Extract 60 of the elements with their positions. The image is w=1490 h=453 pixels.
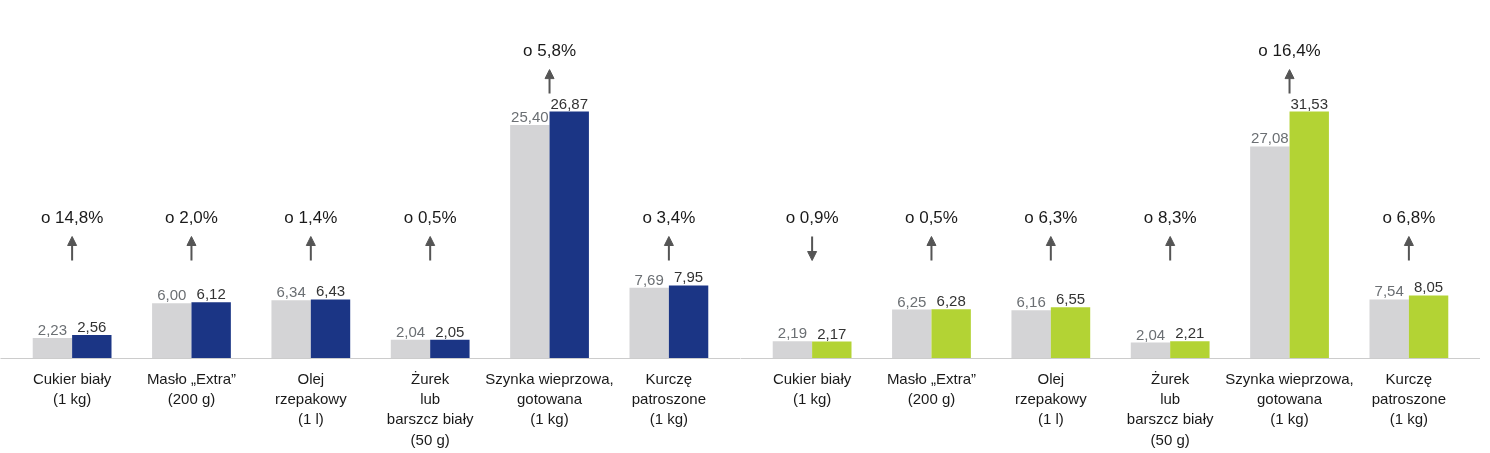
x-tick-label: Masło „Extra” (200 g) (886, 369, 977, 407)
x-tick-label: Żurek lub barszcz biały (50 g) (386, 369, 475, 448)
data-label: 7,69 (634, 270, 664, 288)
annotation: o 3,4% (642, 207, 696, 227)
x-tick-label: Szynka wieprzowa, gotowana (1 kg) (485, 369, 614, 428)
data-label: 6,34 (276, 283, 306, 301)
bar (430, 339, 470, 359)
annotation: o 0,9% (785, 207, 839, 227)
data-label: 6,12 (196, 285, 226, 303)
bar (310, 299, 351, 359)
data-label: 6,00 (157, 286, 187, 304)
bar (549, 111, 589, 359)
annotation: o 2,0% (165, 207, 218, 227)
data-label: 26,87 (550, 94, 588, 112)
data-label: 7,95 (673, 268, 704, 286)
data-label: 27,08 (1251, 129, 1289, 147)
data-label: 2,21 (1175, 324, 1205, 342)
data-label: 2,56 (77, 317, 107, 335)
data-label: 6,55 (1055, 290, 1086, 308)
text: o 16,4% (1258, 40, 1321, 60)
x-tick-label: Kurczę patroszone (1 kg) (631, 369, 706, 428)
data-label: 2,17 (817, 324, 847, 342)
bar (668, 285, 709, 359)
bar (812, 341, 852, 359)
annotation: o 14,8% (40, 207, 104, 227)
data-label: 6,16 (1016, 293, 1046, 311)
annotation: o 8,3% (1143, 207, 1197, 227)
x-tick-label: Cukier biały (1 kg) (32, 369, 112, 407)
x-tick-label: Masło „Extra” (200 g) (146, 369, 237, 407)
data-label: 6,25 (897, 292, 927, 310)
annotation: o 6,8% (1382, 207, 1436, 227)
x-tick-label: Olej rzepakowy (1 l) (274, 369, 348, 428)
bar (191, 302, 231, 359)
annotation: o 0,5% (905, 207, 958, 227)
bar (1289, 111, 1329, 359)
annotation: o 0,5% (403, 207, 457, 227)
bar (72, 334, 112, 359)
data-label: 6,43 (315, 282, 346, 300)
bar (1170, 341, 1210, 359)
x-tick-label: Szynka wieprzowa, gotowana (1 kg) (1225, 369, 1354, 428)
x-tick-label: Cukier biały (1 kg) (772, 369, 852, 407)
annotation: o 1,4% (284, 207, 338, 227)
bar (1050, 307, 1091, 359)
data-label: 7,54 (1374, 282, 1404, 300)
data-label: 2,23 (37, 321, 68, 339)
bar (1408, 295, 1449, 359)
data-label: 2,05 (435, 322, 465, 340)
text: o 5,8% (523, 40, 577, 60)
data-label: 31,53 (1290, 94, 1328, 112)
x-tick-label: Kurczę patroszone (1 kg) (1371, 369, 1446, 428)
x-tick-label: Żurek lub barszcz biały (50 g) (1126, 369, 1215, 448)
annotation: o 6,3% (1024, 207, 1078, 227)
x-tick-label: Olej rzepakowy (1 l) (1014, 369, 1088, 428)
data-label: 8,05 (1413, 278, 1444, 296)
data-label: 6,28 (936, 292, 966, 310)
bar (931, 309, 971, 359)
data-label: 2,04 (395, 322, 426, 340)
data-label: 2,19 (777, 324, 808, 342)
data-label: 25,40 (511, 108, 549, 126)
data-label: 2,04 (1135, 325, 1166, 343)
